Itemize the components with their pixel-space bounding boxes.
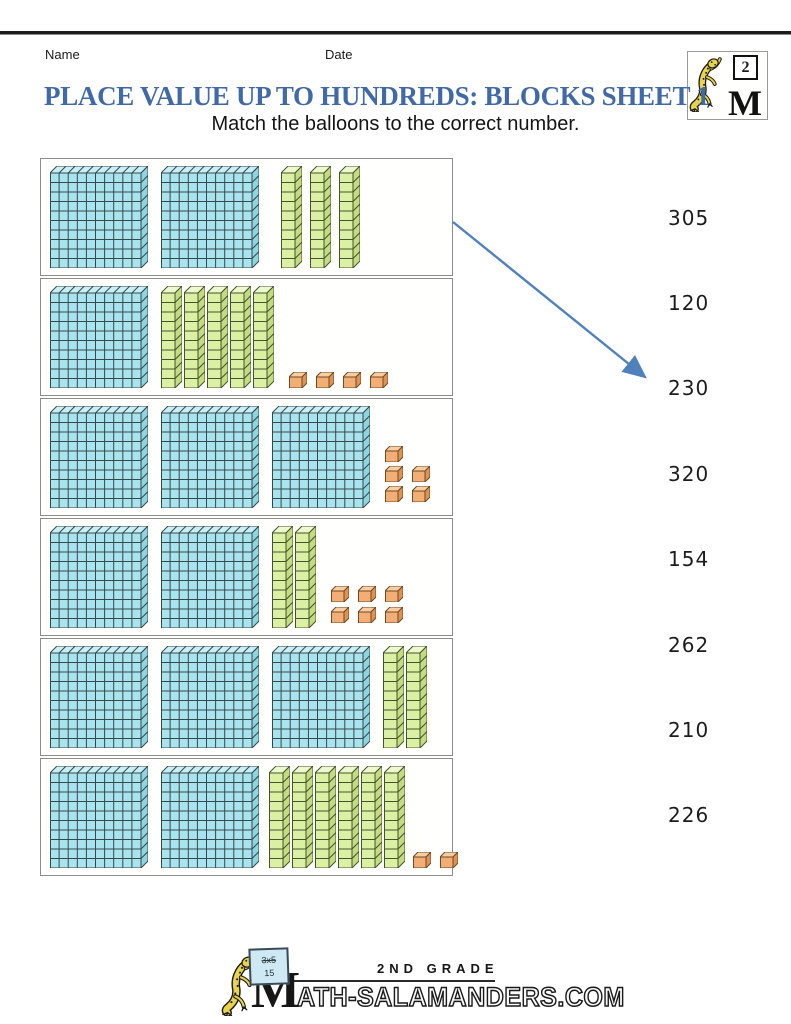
tens-group: [383, 646, 427, 748]
answer-option-226[interactable]: 226: [668, 803, 710, 828]
date-label: Date: [325, 47, 353, 62]
ten-rod-icon: [207, 286, 228, 388]
hundred-flat-icon: [161, 646, 259, 748]
ones-group: [331, 586, 403, 623]
hundred-flat-icon: [272, 646, 370, 748]
block-row-3[interactable]: [40, 398, 453, 516]
one-cube-icon: [316, 372, 334, 388]
one-cube-icon: [331, 586, 349, 602]
tens-group: [281, 166, 360, 268]
brand-m-letter: M: [728, 83, 762, 123]
one-cube-icon: [358, 586, 376, 602]
one-cube-icon: [370, 372, 388, 388]
one-cube-icon: [385, 466, 403, 482]
hundreds-group: [50, 526, 259, 628]
ten-rod-icon: [315, 766, 336, 868]
hundreds-group: [50, 646, 370, 748]
ten-rod-icon: [272, 526, 293, 628]
blocks-panel: [40, 158, 458, 878]
answer-option-154[interactable]: 154: [668, 547, 710, 572]
one-cube-icon: [358, 607, 376, 623]
ten-rod-icon: [269, 766, 290, 868]
brand-logo: 2 M: [687, 51, 768, 123]
ten-rod-icon: [281, 166, 302, 268]
footer-grade-text: 2ND GRADE: [377, 961, 499, 976]
one-cube-icon: [413, 852, 431, 868]
salamander-icon: [689, 56, 725, 117]
top-rule: [0, 31, 791, 35]
one-cube-icon: [343, 372, 361, 388]
ten-rod-icon: [253, 286, 274, 388]
answer-option-320[interactable]: 320: [668, 461, 710, 486]
hundred-flat-icon: [50, 766, 148, 868]
chalkboard-icon: 3x5 15: [248, 947, 290, 986]
ten-rod-icon: [184, 286, 205, 388]
one-cube-icon: [385, 446, 403, 462]
hundred-flat-icon: [50, 406, 148, 508]
hundred-flat-icon: [50, 646, 148, 748]
answer-option-262[interactable]: 262: [668, 632, 710, 657]
hundred-flat-icon: [161, 526, 259, 628]
block-row-6[interactable]: [40, 758, 458, 876]
footer-logo: 3x5 15 M 2ND GRADE ATH-SALAMANDERS.COM: [0, 945, 791, 1023]
name-label: Name: [45, 47, 80, 62]
instruction-text: Match the balloons to the correct number…: [211, 113, 580, 135]
answer-option-230[interactable]: 230: [668, 376, 710, 401]
hundreds-group: [50, 166, 259, 268]
tens-group: [272, 526, 316, 628]
hundred-flat-icon: [50, 286, 148, 388]
grade-2-badge: 2: [733, 55, 758, 80]
ten-rod-icon: [338, 766, 359, 868]
salamander-icon: [689, 57, 722, 113]
answer-option-210[interactable]: 210: [668, 718, 710, 743]
one-cube-icon: [412, 486, 430, 502]
one-cube-icon: [331, 607, 349, 623]
page-title: PLACE VALUE UP TO HUNDREDS: BLOCKS SHEET…: [44, 81, 710, 111]
one-cube-icon: [385, 607, 403, 623]
ten-rod-icon: [310, 166, 331, 268]
one-cube-icon: [289, 372, 307, 388]
ten-rod-icon: [384, 766, 405, 868]
hundred-flat-icon: [161, 766, 259, 868]
one-cube-icon: [440, 852, 458, 868]
chalkboard-line2: 15: [264, 967, 275, 978]
block-row-4[interactable]: [40, 518, 453, 636]
footer-rule: [283, 980, 495, 982]
ten-rod-icon: [383, 646, 404, 748]
ones-group: [413, 852, 458, 868]
hundred-flat-icon: [50, 166, 148, 268]
hundreds-group: [50, 406, 370, 508]
block-row-2[interactable]: [40, 278, 453, 396]
ones-group: [385, 446, 430, 502]
ten-rod-icon: [339, 166, 360, 268]
ten-rod-icon: [292, 766, 313, 868]
block-row-5[interactable]: [40, 638, 453, 756]
hundreds-group: [50, 286, 148, 388]
ten-rod-icon: [295, 526, 316, 628]
answer-option-120[interactable]: 120: [668, 291, 710, 316]
one-cube-icon: [385, 586, 403, 602]
hundred-flat-icon: [161, 166, 259, 268]
hundred-flat-icon: [272, 406, 370, 508]
tens-group: [269, 766, 405, 868]
hundred-flat-icon: [50, 526, 148, 628]
ten-rod-icon: [361, 766, 382, 868]
one-cube-icon: [385, 486, 403, 502]
tens-group: [161, 286, 274, 388]
footer-site-text: ATH-SALAMANDERS.COM: [296, 981, 625, 1013]
ones-group: [289, 372, 388, 388]
block-row-1[interactable]: [40, 158, 453, 276]
ten-rod-icon: [161, 286, 182, 388]
answer-option-305[interactable]: 305: [668, 205, 710, 230]
ten-rod-icon: [406, 646, 427, 748]
one-cube-icon: [412, 466, 430, 482]
ten-rod-icon: [230, 286, 251, 388]
hundreds-group: [50, 766, 259, 868]
answer-options: 305 120 230 320 154 262 210 226: [668, 175, 709, 858]
hundred-flat-icon: [161, 406, 259, 508]
